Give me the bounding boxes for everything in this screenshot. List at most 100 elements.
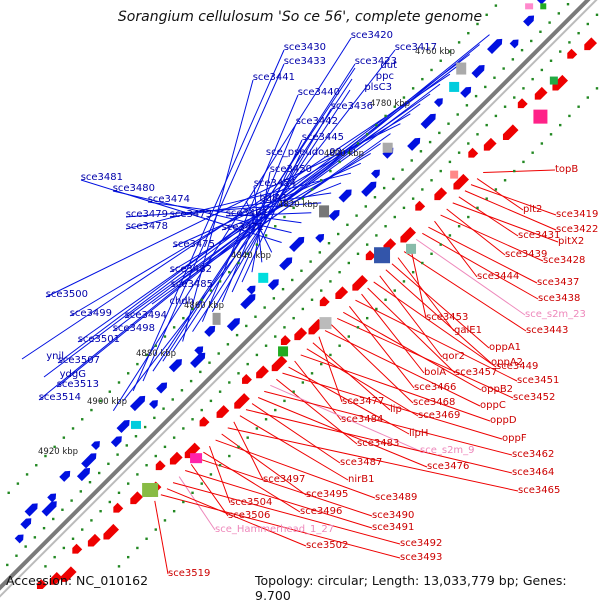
feature-block [450,170,459,179]
tick-mark [411,197,415,200]
tick-mark [540,68,544,72]
tick-mark [476,22,479,26]
leader-line-right [452,202,559,243]
feature-block [549,76,558,85]
reverse-gene-arrow [130,491,144,505]
leader-line-right [154,500,169,575]
tick-mark [365,316,369,320]
leader-line-right [415,238,526,316]
tick-mark [494,188,498,191]
leader-line-right [476,178,524,211]
tick-mark [320,289,323,292]
tick-mark [300,269,303,272]
tick-mark [364,205,367,208]
gene-label-right: sce3477 [342,396,384,407]
tick-mark [402,206,406,210]
tick-mark [228,270,231,274]
tick-mark [274,335,277,338]
reverse-gene-arrow [234,393,250,409]
accession-text: Accession: NC_010162 [6,573,149,588]
reverse-gene-arrow [319,296,330,307]
tick-mark [382,186,386,190]
tick-mark [485,13,488,17]
tick-mark [200,482,203,485]
tick-mark [513,169,516,173]
leader-line-right [391,263,490,349]
leader-line-right [318,336,343,403]
tick-mark [180,389,184,392]
tick-mark [484,85,487,89]
tick-mark [246,436,249,439]
tick-mark [199,370,202,374]
reverse-gene-arrow [365,250,376,261]
leader-line-right [434,220,478,278]
tick-mark [62,436,66,439]
gene-label-right: sce3462 [512,449,554,460]
tick-mark [566,2,570,6]
tick-mark [145,464,148,467]
scale-label: 4900 kbp [87,397,127,407]
forward-gene-arrow [246,285,256,295]
scale-label: 4880 kbp [136,349,176,359]
tick-mark [191,491,194,495]
gene-label-left: sce3442 [296,116,338,127]
tick-mark [393,289,396,292]
forward-gene-arrow [338,189,352,203]
leader-line-right [324,330,481,407]
tick-mark [457,41,461,44]
tick-mark [421,261,424,265]
tick-mark [274,408,277,412]
gene-label-right: topB [555,164,578,175]
forward-gene-arrow [24,503,38,517]
tick-mark [531,77,534,81]
reverse-gene-arrow [256,365,269,379]
gene-label-right: oppA1 [489,342,521,353]
leader-line-right [300,354,491,422]
tick-mark [134,435,138,438]
tick-mark [81,418,84,421]
reverse-gene-arrow [103,523,119,540]
leader-line-right [190,464,229,517]
gene-label-right: lipH [409,428,428,439]
tick-mark [439,59,442,62]
reverse-gene-arrow [199,416,210,427]
gene-label-left: sce3454 [254,178,296,189]
gene-label-right: sce3489 [375,492,417,503]
tick-mark [209,399,213,403]
tick-rings [6,2,599,568]
tick-mark [235,333,239,337]
reverse-gene-arrow [87,533,101,547]
gene-label-left: sce3475 [173,239,215,250]
tick-mark [392,177,395,181]
tick-mark [172,436,176,439]
leader-line-right [270,384,421,452]
tick-mark [393,215,396,219]
tick-mark [513,96,516,99]
feature-block [130,420,141,429]
gene-label-right: sce3438 [538,293,580,304]
feature-block [456,62,467,75]
gene-label-right: sce3457 [455,367,497,378]
leader-line-left [132,49,285,392]
tick-mark [283,215,286,219]
tick-mark [153,416,156,420]
tick-mark [428,140,432,144]
gene-label-right: sce3468 [413,397,455,408]
tick-mark [44,565,47,568]
gene-label-right: sce3506 [228,510,270,521]
leader-line-right [221,433,307,496]
feature-block [278,346,289,357]
tick-mark [255,243,259,246]
tick-mark [309,260,312,263]
tick-mark [99,509,102,513]
gene-label-left: sce3481 [81,172,123,183]
gene-label-right: sce3451 [517,375,559,386]
tick-mark [448,234,452,237]
tick-mark [467,215,470,219]
forward-gene-arrow [41,501,57,517]
tick-mark [117,565,121,568]
gene-label-left: sce3423 [355,56,397,67]
tick-mark [171,398,174,401]
reverse-gene-arrow [567,48,578,59]
